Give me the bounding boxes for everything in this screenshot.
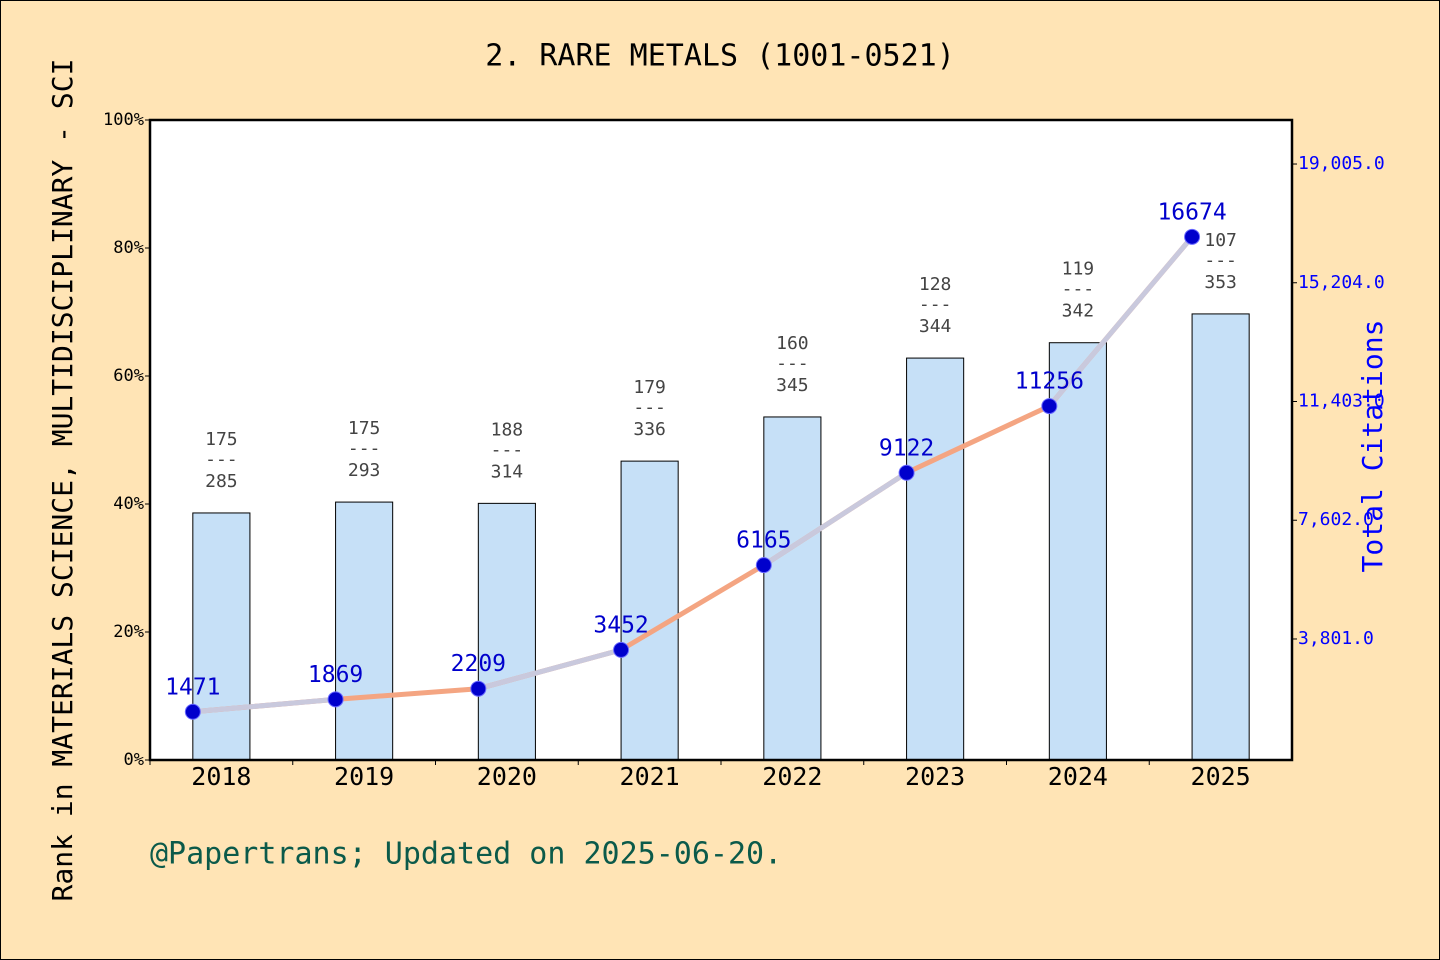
x-tick-label: 2024: [1048, 762, 1108, 791]
data-label: 1869: [308, 662, 363, 688]
bar: [906, 357, 965, 761]
y-tick-label: 20%: [113, 622, 144, 642]
y2-tick-label: 15,204.0: [1298, 272, 1385, 293]
x-tick-label: 2019: [334, 762, 394, 791]
data-label: 6165: [736, 528, 791, 554]
rank-label: 188: [491, 419, 524, 440]
rank-label: 160: [776, 333, 809, 354]
rank-label: 107: [1204, 230, 1237, 251]
y-tick-label: 40%: [113, 494, 144, 514]
total-label: 314: [491, 461, 524, 482]
total-label: 285: [205, 471, 238, 492]
y2-tick-label: 3,801.0: [1298, 628, 1374, 649]
separator: ---: [1062, 279, 1095, 300]
x-tick-label: 2023: [905, 762, 965, 791]
y2-tick-label: 7,602.0: [1298, 509, 1374, 530]
rank-label: 175: [348, 418, 381, 439]
footer: @Papertrans; Updated on 2025-06-20.: [150, 837, 782, 872]
separator: ---: [348, 438, 381, 459]
y-tick-label: 80%: [113, 238, 144, 258]
line-segment: [477, 647, 622, 692]
x-tick-label: 2020: [477, 762, 537, 791]
bar: [477, 502, 536, 761]
rank-label: 128: [919, 274, 952, 295]
data-label: 1471: [165, 674, 220, 700]
bar: [1191, 313, 1250, 761]
line-segment: [762, 470, 908, 568]
data-label: 9122: [879, 435, 934, 461]
y-tick-label: 60%: [113, 366, 144, 386]
separator: ---: [205, 449, 238, 470]
x-tick-label: 2025: [1191, 762, 1251, 791]
separator: ---: [1204, 250, 1237, 271]
line-segment: [1047, 235, 1194, 408]
y2-axis-label: Total Citations: [1356, 320, 1389, 573]
bar: [335, 501, 394, 761]
bar: [620, 460, 679, 761]
separator: ---: [776, 353, 809, 374]
bar: [1048, 342, 1107, 761]
line-segment: [192, 696, 336, 715]
rank-label: 179: [633, 377, 666, 398]
point: [1041, 398, 1058, 415]
separator: ---: [919, 294, 952, 315]
x-tick-label: 2018: [191, 762, 251, 791]
chart-title: 2. RARE METALS (1001-0521): [485, 39, 955, 74]
plot-frame: [148, 118, 1294, 762]
total-label: 293: [348, 460, 381, 481]
rank-label: 119: [1062, 259, 1095, 280]
data-label: 16674: [1157, 199, 1226, 225]
total-label: 342: [1062, 301, 1095, 322]
point: [755, 557, 772, 574]
bar: [763, 416, 822, 761]
total-label: 345: [776, 375, 809, 396]
point: [898, 464, 915, 481]
total-label: 344: [919, 316, 952, 337]
separator: ---: [491, 439, 524, 460]
x-tick-label: 2021: [620, 762, 680, 791]
line: [192, 235, 1194, 715]
total-label: 336: [633, 419, 666, 440]
total-label: 353: [1204, 272, 1237, 293]
rank-label: 175: [205, 429, 238, 450]
y-axis-label: Rank in MATERIALS SCIENCE, MULTIDISCIPLI…: [46, 59, 79, 902]
data-label: 11256: [1015, 369, 1084, 395]
y-tick-label: 0%: [124, 750, 144, 770]
separator: ---: [633, 397, 666, 418]
bar: [192, 512, 251, 761]
point: [1184, 228, 1201, 245]
data-label: 3452: [593, 612, 648, 638]
y2-tick-label: 19,005.0: [1298, 153, 1385, 174]
point: [613, 641, 630, 658]
y-tick-label: 100%: [103, 110, 144, 130]
data-label: 2209: [451, 651, 506, 677]
point: [327, 691, 344, 708]
point: [470, 680, 487, 697]
y2-tick-label: 11,403.0: [1298, 390, 1385, 411]
x-tick-label: 2022: [762, 762, 822, 791]
point: [184, 703, 201, 720]
